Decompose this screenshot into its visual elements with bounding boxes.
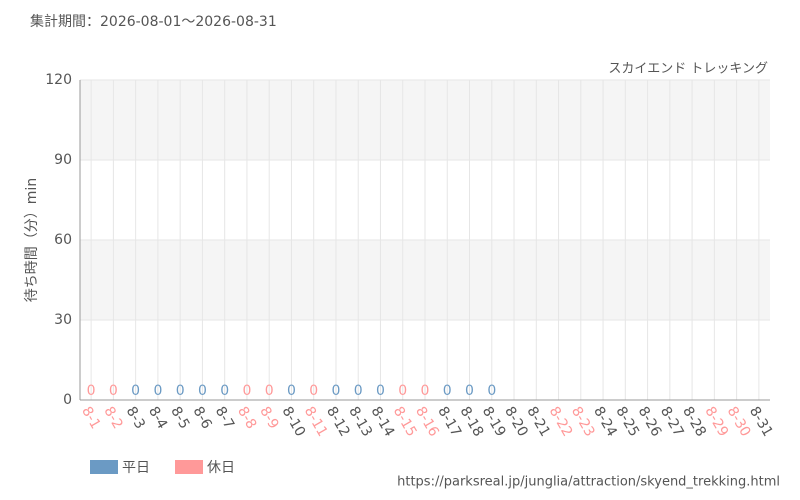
x-tick-label: 8-7: [212, 404, 237, 432]
x-tick-label: 8-8: [234, 404, 259, 432]
data-label: 0: [198, 383, 207, 399]
data-label: 0: [242, 383, 251, 399]
data-label: 0: [309, 383, 318, 399]
data-label: 0: [421, 383, 430, 399]
data-label: 0: [87, 383, 96, 399]
x-tick-label: 8-1: [78, 404, 103, 432]
data-label: 0: [332, 383, 341, 399]
x-tick-label: 8-9: [256, 404, 281, 432]
data-label: 0: [287, 383, 296, 399]
legend-label: 休日: [207, 460, 235, 476]
x-tick-label: 8-31: [746, 404, 776, 440]
legend-swatch: [90, 460, 118, 474]
legend-label: 平日: [122, 460, 150, 476]
data-label: 0: [443, 383, 452, 399]
data-label: 0: [465, 383, 474, 399]
x-tick-label: 8-6: [189, 404, 214, 432]
chart-subtitle: 集計期間：2026-08-01～2026-08-31: [30, 13, 277, 30]
data-label: 0: [131, 383, 140, 399]
y-tick-label: 60: [54, 232, 72, 248]
data-label: 0: [398, 383, 407, 399]
x-tick-label: 8-2: [100, 404, 125, 432]
data-label: 0: [176, 383, 185, 399]
data-label: 0: [220, 383, 229, 399]
y-tick-label: 90: [54, 152, 72, 168]
x-tick-label: 8-5: [167, 404, 192, 432]
data-label: 0: [376, 383, 385, 399]
data-label: 0: [487, 383, 496, 399]
source-url: https://parksreal.jp/junglia/attraction/…: [397, 475, 780, 490]
x-tick-label: 8-4: [145, 404, 170, 432]
y-tick-label: 30: [54, 312, 72, 328]
legend-swatch: [175, 460, 203, 474]
chart-title: スカイエンド トレッキング: [608, 62, 768, 77]
y-axis-label: 待ち時間（分）min: [24, 178, 40, 302]
data-label: 0: [354, 383, 363, 399]
data-label: 0: [265, 383, 274, 399]
y-tick-label: 120: [45, 72, 72, 88]
data-label: 0: [153, 383, 162, 399]
x-tick-label: 8-3: [123, 404, 148, 432]
data-label: 0: [109, 383, 118, 399]
y-tick-label: 0: [63, 392, 72, 408]
